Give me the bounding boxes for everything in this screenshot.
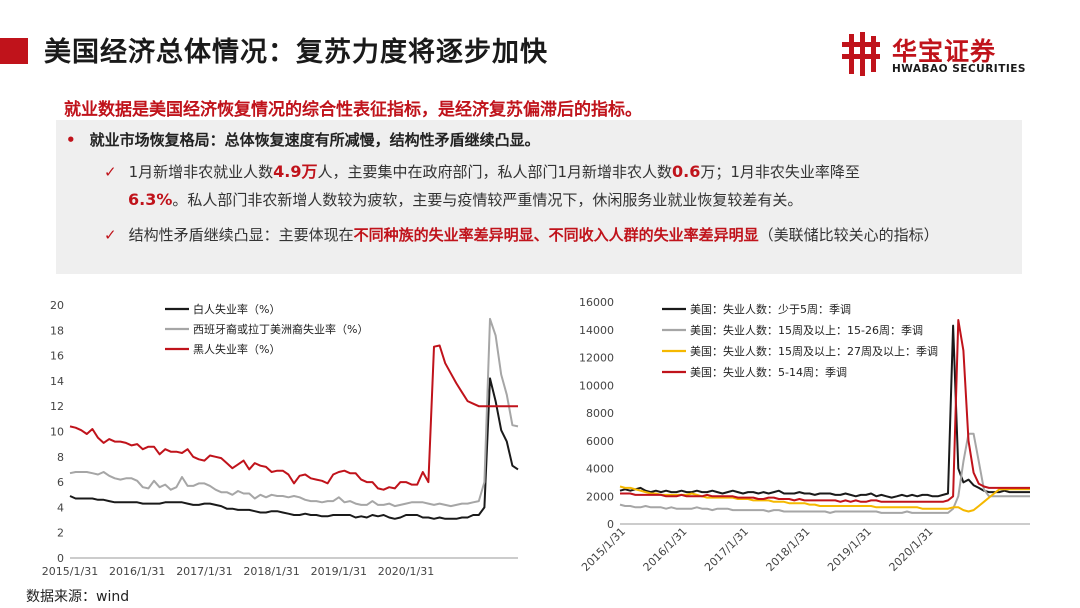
check-item-2: ✓ 结构性矛盾继续凸显：主要体现在不同种族的失业率差异明显、不同收入人群的失业率差… — [104, 224, 1004, 246]
bullet-item: • 就业市场恢复格局：总体恢复速度有所减慢，结构性矛盾继续凸显。 — [66, 129, 540, 150]
series-line — [69, 344, 518, 491]
series-line — [620, 319, 1030, 503]
bullet-text: 就业市场恢复格局：总体恢复速度有所减慢，结构性矛盾继续凸显。 — [89, 131, 540, 149]
check1-v2: 0.6 — [672, 162, 701, 181]
y-tick-label: 0 — [607, 518, 614, 531]
check-item-1: ✓ 1月新增非农就业人数4.9万人，主要集中在政府部门，私人部门1月新增非农人数0… — [104, 158, 1004, 214]
legend-label: 美国：失业人数：5-14周：季调 — [690, 366, 847, 379]
legend-label: 美国：失业人数：15周及以上：27周及以上：季调 — [690, 345, 938, 358]
logo-en-name: HWABAO SECURITIES — [892, 63, 1026, 75]
series-line — [619, 432, 1030, 514]
check1-v3: 6.3% — [128, 190, 173, 209]
x-tick-label: 2019/1/31 — [825, 525, 874, 574]
checkmark-icon: ✓ — [104, 163, 117, 181]
x-tick-label: 2018/1/31 — [764, 525, 813, 574]
y-tick-label: 6 — [57, 476, 64, 489]
x-tick-label: 2018/1/31 — [243, 565, 299, 578]
check1-p2: 人，主要集中在政府部门，私人部门1月新增非农人数 — [317, 163, 673, 181]
y-tick-label: 10000 — [579, 379, 614, 392]
y-tick-label: 0 — [57, 552, 64, 565]
title-accent-block — [0, 38, 28, 64]
x-tick-label: 2016/1/31 — [641, 525, 690, 574]
y-tick-label: 18 — [50, 324, 64, 337]
check2-p2: （美联储比较关心的指标） — [758, 226, 939, 244]
race-unemployment-chart: 0 2 4 6 8 10 12 14 16 18 20 2015/1/31 2016/1/31 2017/… — [42, 299, 519, 578]
y-tick-label: 16000 — [579, 296, 614, 309]
page-title: 美国经济总体情况：复苏力度将逐步加快 — [44, 37, 548, 68]
check2-h1: 不同种族的失业率差异明显、不同收入人群的失业率差异明显 — [353, 226, 759, 244]
x-tick-label: 2019/1/31 — [311, 565, 367, 578]
x-tick-label: 2017/1/31 — [702, 525, 751, 574]
y-tick-label: 14 — [50, 375, 64, 388]
y-tick-label: 4 — [57, 501, 64, 514]
legend-label: 美国：失业人数：少于5周：季调 — [690, 303, 851, 316]
series-line — [69, 377, 519, 520]
logo-mark-icon — [842, 32, 880, 76]
x-tick-label: 2016/1/31 — [109, 565, 165, 578]
check1-p3: 万；1月非农失业率降至 — [700, 163, 860, 181]
y-tick-label: 14000 — [579, 324, 614, 337]
company-logo: 华宝证券 HWABAO SECURITIES — [840, 30, 1040, 80]
checkmark-icon: ✓ — [104, 226, 117, 244]
y-tick-label: 4000 — [586, 463, 614, 476]
data-source: 数据来源：wind — [26, 589, 130, 605]
y-tick-label: 2000 — [586, 490, 614, 503]
y-tick-label: 6000 — [586, 435, 614, 448]
check1-p1: 1月新增非农就业人数 — [128, 163, 274, 181]
y-tick-label: 10 — [50, 426, 64, 439]
unemployment-duration-chart: 0 2000 4000 6000 8000 10000 12000 14000 16000 201… — [579, 296, 1030, 574]
y-tick-label: 8000 — [586, 407, 614, 420]
summary-box: • 就业市场恢复格局：总体恢复速度有所减慢，结构性矛盾继续凸显。 ✓ 1月新增非农就… — [56, 120, 1022, 274]
check2-p1: 结构性矛盾继续凸显：主要体现在 — [128, 226, 354, 244]
series-line — [69, 317, 519, 508]
y-tick-label: 8 — [57, 451, 64, 464]
y-tick-label: 12000 — [579, 352, 614, 365]
headline: 就业数据是美国经济恢复情况的综合性表征指标，是经济复苏偏滞后的指标。 — [64, 100, 642, 120]
check1-p4: 。私人部门非农新增人数较为疲软，主要与疫情较严重情况下，休闲服务业就业恢复较差有… — [172, 191, 803, 209]
series-line — [619, 485, 1030, 513]
x-tick-label: 2017/1/31 — [176, 565, 232, 578]
y-tick-label: 16 — [50, 350, 64, 363]
title-bar: 美国经济总体情况：复苏力度将逐步加快 华宝证券 HWABAO SECURITIE… — [0, 0, 1080, 92]
x-tick-label: 2020/1/31 — [378, 565, 434, 578]
y-tick-label: 2 — [57, 527, 64, 540]
check1-v1: 4.9万 — [273, 162, 318, 181]
y-tick-label: 20 — [50, 299, 64, 312]
legend-label: 西班牙裔或拉丁美洲裔失业率（%） — [193, 322, 368, 336]
legend-label: 白人失业率（%） — [193, 302, 280, 316]
x-tick-label: 2020/1/31 — [887, 525, 936, 574]
legend-label: 黑人失业率（%） — [193, 342, 280, 356]
legend-label: 美国：失业人数：15周及以上：15-26周：季调 — [690, 324, 923, 337]
bullet-dot-icon: • — [66, 131, 76, 149]
y-tick-label: 12 — [50, 400, 64, 413]
x-tick-label: 2015/1/31 — [579, 525, 628, 574]
logo-cn-name: 华宝证券 — [892, 37, 997, 66]
x-tick-label: 2015/1/31 — [42, 565, 98, 578]
